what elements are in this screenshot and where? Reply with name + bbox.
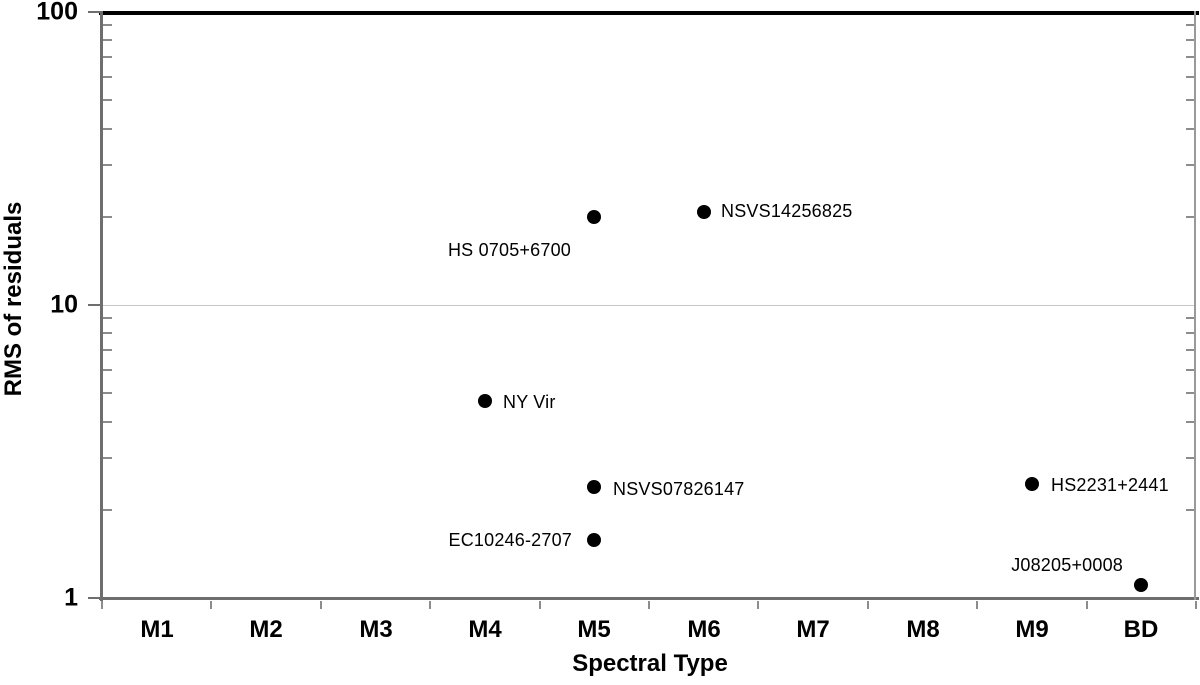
plot-border-left [100, 11, 103, 601]
data-point [697, 205, 711, 219]
data-point [478, 394, 492, 408]
y-minor-tick [103, 332, 112, 334]
y-minor-tick-right [1186, 421, 1194, 423]
x-tick [429, 601, 431, 609]
y-minor-tick-right [1186, 99, 1194, 101]
plot-border-top [99, 11, 1199, 15]
x-tick [1195, 601, 1197, 609]
data-point-label: NSVS14256825 [721, 201, 853, 221]
y-minor-tick [103, 76, 112, 78]
data-point-label: HS 0705+6700 [447, 240, 571, 260]
y-tick-label: 1 [64, 583, 78, 612]
y-minor-tick [103, 369, 112, 371]
x-category-label: M3 [359, 616, 393, 643]
data-point-label: HS2231+2441 [1051, 475, 1169, 495]
y-minor-tick-right [1186, 164, 1194, 166]
y-minor-tick-right [1186, 369, 1194, 371]
y-minor-tick [103, 39, 112, 41]
x-tick [539, 601, 541, 609]
y-minor-tick-right [1186, 509, 1194, 511]
x-category-label: M8 [906, 616, 940, 643]
x-tick [867, 601, 869, 609]
x-tick [210, 601, 212, 609]
x-tick [320, 601, 322, 609]
y-minor-tick-right [1186, 457, 1194, 459]
gridline [102, 305, 1196, 306]
y-minor-tick [103, 128, 112, 130]
x-category-label: BD [1123, 616, 1159, 643]
data-point [587, 533, 601, 547]
x-category-label: M2 [249, 616, 283, 643]
x-category-label: M7 [796, 616, 830, 643]
y-minor-tick-right [1186, 39, 1194, 41]
y-minor-tick [103, 216, 112, 218]
y-major-tick [88, 597, 102, 599]
y-minor-tick [103, 509, 112, 511]
x-category-label: M9 [1015, 616, 1049, 643]
y-minor-tick-right [1186, 392, 1194, 394]
y-minor-tick-right [1186, 332, 1194, 334]
y-minor-tick [103, 56, 112, 58]
x-tick [101, 601, 103, 609]
y-minor-tick-right [1186, 56, 1194, 58]
data-point-label: NSVS07826147 [613, 479, 745, 499]
data-point [1134, 578, 1148, 592]
data-point-label: NY Vir [503, 392, 556, 412]
y-major-tick [88, 304, 102, 306]
y-minor-tick [103, 24, 112, 26]
data-point [1025, 477, 1039, 491]
y-tick-label: 100 [36, 0, 78, 26]
y-minor-tick-right [1186, 349, 1194, 351]
y-minor-tick-right [1186, 128, 1194, 130]
x-tick [757, 601, 759, 609]
y-minor-tick [103, 392, 112, 394]
plot-border-right [1194, 11, 1196, 600]
x-tick [976, 601, 978, 609]
y-major-tick [88, 11, 102, 13]
data-point [587, 210, 601, 224]
x-tick [1086, 601, 1088, 609]
y-minor-tick [103, 457, 112, 459]
y-minor-tick-right [1186, 317, 1194, 319]
plot-border-bottom [99, 597, 1199, 600]
x-tick [648, 601, 650, 609]
x-axis-title: Spectral Type [572, 650, 728, 677]
y-tick-label: 10 [50, 290, 78, 319]
x-category-label: M5 [577, 616, 611, 643]
x-category-label: M6 [687, 616, 721, 643]
y-minor-tick-right [1186, 216, 1194, 218]
x-category-label: M1 [140, 616, 174, 643]
data-point-label: EC10246-2707 [448, 530, 572, 550]
y-minor-tick-right [1186, 24, 1194, 26]
x-category-label: M4 [468, 616, 502, 643]
y-minor-tick-right [1186, 76, 1194, 78]
y-minor-tick [103, 99, 112, 101]
y-minor-tick [103, 317, 112, 319]
data-point-label: J08205+0008 [1011, 555, 1123, 575]
y-minor-tick [103, 164, 112, 166]
data-point [587, 480, 601, 494]
y-minor-tick [103, 421, 112, 423]
y-minor-tick [103, 349, 112, 351]
